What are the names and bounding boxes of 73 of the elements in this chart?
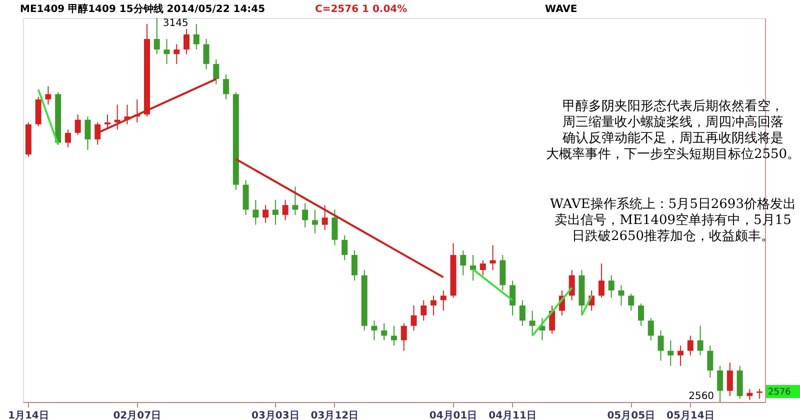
candlestick bbox=[114, 104, 120, 130]
candlestick bbox=[658, 330, 664, 362]
candlestick bbox=[302, 202, 308, 228]
candlestick bbox=[608, 274, 614, 298]
candlestick bbox=[184, 28, 190, 55]
candlestick bbox=[638, 303, 644, 326]
candlestick bbox=[262, 204, 269, 224]
candlestick bbox=[104, 114, 110, 130]
text: C=2576 1 0.04% bbox=[315, 4, 408, 15]
candlestick bbox=[726, 362, 733, 397]
candlestick bbox=[272, 199, 278, 226]
annotation: WAVE操作系统上：5月5日2693价格发出卖出信号，ME1409空单持有中，5月15日跌破2650推荐加仓，收益颇丰。 bbox=[550, 197, 796, 244]
candlestick bbox=[430, 295, 437, 316]
candlestick bbox=[342, 234, 348, 261]
text: ME1409 甲醇1409 15分钟线 2014/05/22 14:45 bbox=[20, 3, 266, 15]
candlestick bbox=[292, 186, 298, 216]
text: WAVE bbox=[545, 4, 578, 15]
candlestick bbox=[568, 270, 575, 301]
candlestick bbox=[174, 44, 180, 64]
candlestick bbox=[312, 209, 318, 234]
x-tick-label: 04月11日 bbox=[488, 410, 536, 420]
candlestick bbox=[381, 322, 388, 341]
candlestick bbox=[420, 300, 427, 322]
candlestick bbox=[410, 305, 417, 331]
candlestick bbox=[64, 129, 71, 148]
annotation: 2560 bbox=[688, 391, 714, 402]
candlestick bbox=[371, 320, 378, 341]
candlestick bbox=[84, 116, 91, 150]
candlestick bbox=[351, 250, 358, 282]
candlestick bbox=[74, 114, 81, 136]
x-tick-label: 04月01日 bbox=[429, 410, 478, 420]
candlestick bbox=[45, 86, 52, 106]
candlestick bbox=[648, 317, 654, 341]
candlestick bbox=[618, 284, 624, 306]
x-tick-label: 02月07日 bbox=[113, 410, 162, 420]
candlestick bbox=[440, 290, 446, 312]
candlestick bbox=[668, 340, 674, 366]
candlestick bbox=[391, 325, 397, 346]
candlestick bbox=[687, 335, 694, 356]
x-tick-label: 1月14日 bbox=[8, 410, 49, 420]
x-tick-label: 03月12日 bbox=[310, 410, 359, 420]
candlestick bbox=[164, 38, 170, 64]
candlestick bbox=[598, 262, 604, 298]
candlestick bbox=[282, 199, 288, 221]
candlestick bbox=[756, 388, 763, 400]
candlestick bbox=[707, 345, 714, 378]
candlestick bbox=[529, 310, 536, 336]
candlestick bbox=[400, 322, 407, 352]
candlestick bbox=[322, 204, 328, 231]
candlestick bbox=[519, 300, 526, 326]
annotation: 甲醇多阴夹阳形态代表后期依然看空，周三缩量收小螺旋桨线，周四冲高回落确认反弹动能不足，周五再收阴线将是大概率事件，下一步空头短期目标位2550。 bbox=[546, 99, 800, 162]
candlestick bbox=[746, 388, 753, 401]
candlestick bbox=[223, 74, 230, 100]
x-tick-label: 05月14日 bbox=[666, 410, 714, 420]
candlestick bbox=[490, 244, 496, 271]
candlestick bbox=[717, 365, 724, 402]
candlestick bbox=[480, 260, 486, 276]
candlestick bbox=[510, 280, 516, 316]
annotation: 3145 bbox=[162, 18, 188, 29]
candlestick bbox=[697, 325, 704, 356]
candlestick bbox=[628, 293, 634, 312]
candlestick bbox=[332, 209, 338, 246]
x-tick-label: 05月05日 bbox=[607, 410, 656, 420]
candlestick bbox=[252, 199, 259, 226]
x-tick-label: 03月03日 bbox=[252, 410, 300, 420]
candlestick bbox=[203, 38, 210, 70]
candlestick bbox=[154, 18, 160, 55]
candlestick bbox=[678, 345, 684, 366]
candlestick bbox=[470, 254, 476, 282]
candlestick bbox=[213, 58, 220, 85]
text: 2576 bbox=[768, 387, 792, 398]
candlestick bbox=[460, 250, 466, 276]
candlestick bbox=[193, 23, 200, 50]
